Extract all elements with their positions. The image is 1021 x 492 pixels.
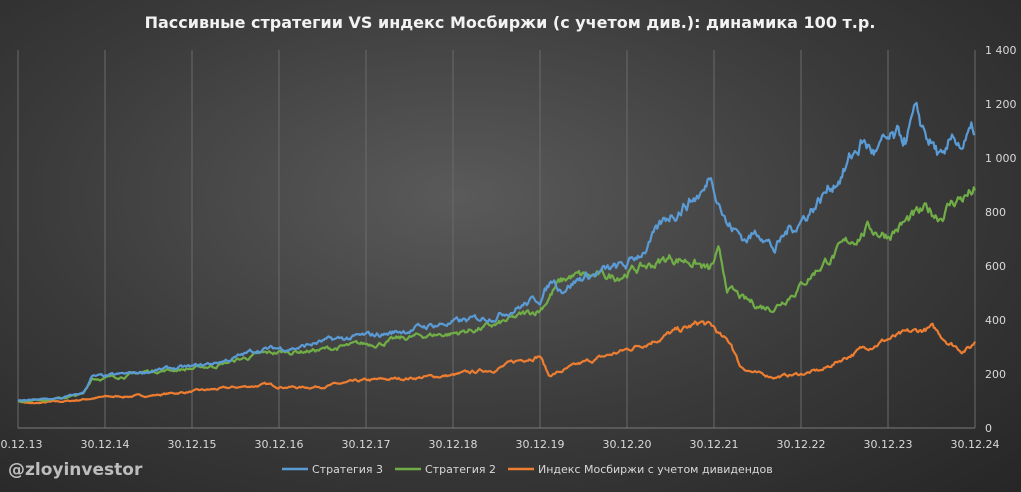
series-line — [18, 186, 977, 403]
legend: Стратегия 3 Стратегия 2 Индекс Мосбиржи с … — [282, 463, 773, 476]
chart-title: Пассивные стратегии VS индекс Мосбиржи (… — [145, 13, 876, 32]
x-tick-label: 30.12.22 — [777, 438, 826, 451]
series-line — [17, 320, 976, 405]
series-line — [18, 101, 976, 402]
y-axis-ticks: 0 200 400 600 800 1 000 1 200 1 400 — [985, 44, 1017, 435]
x-tick-label: 30.12.13 — [0, 438, 42, 451]
x-tick-label: 30.12.15 — [168, 438, 217, 451]
x-tick-label: 30.12.24 — [951, 438, 1000, 451]
vertical-gridlines — [17, 50, 976, 429]
watermark: @zloyinvestor — [8, 460, 143, 480]
y-tick-label: 0 — [985, 422, 992, 435]
legend-label: Стратегия 2 — [425, 463, 496, 476]
x-tick-label: 30.12.14 — [81, 438, 130, 451]
y-tick-label: 1 200 — [985, 98, 1017, 111]
x-tick-label: 30.12.19 — [516, 438, 565, 451]
x-tick-label: 30.12.16 — [255, 438, 304, 451]
x-tick-label: 30.12.17 — [342, 438, 391, 451]
y-tick-label: 200 — [985, 368, 1006, 381]
x-tick-label: 30.12.21 — [690, 438, 739, 451]
x-tick-label: 30.12.18 — [429, 438, 478, 451]
y-tick-label: 1 400 — [985, 44, 1017, 57]
legend-label: Индекс Мосбиржи с учетом дивидендов — [538, 463, 773, 476]
y-tick-label: 800 — [985, 206, 1006, 219]
y-tick-label: 600 — [985, 260, 1006, 273]
y-tick-label: 1 000 — [985, 152, 1017, 165]
legend-label: Стратегия 3 — [312, 463, 383, 476]
x-tick-label: 30.12.20 — [603, 438, 652, 451]
series-lines — [17, 101, 977, 405]
x-axis-ticks: 30.12.13 30.12.14 30.12.15 30.12.16 30.12.17… — [0, 438, 999, 451]
x-tick-label: 30.12.23 — [864, 438, 913, 451]
y-tick-label: 400 — [985, 314, 1006, 327]
